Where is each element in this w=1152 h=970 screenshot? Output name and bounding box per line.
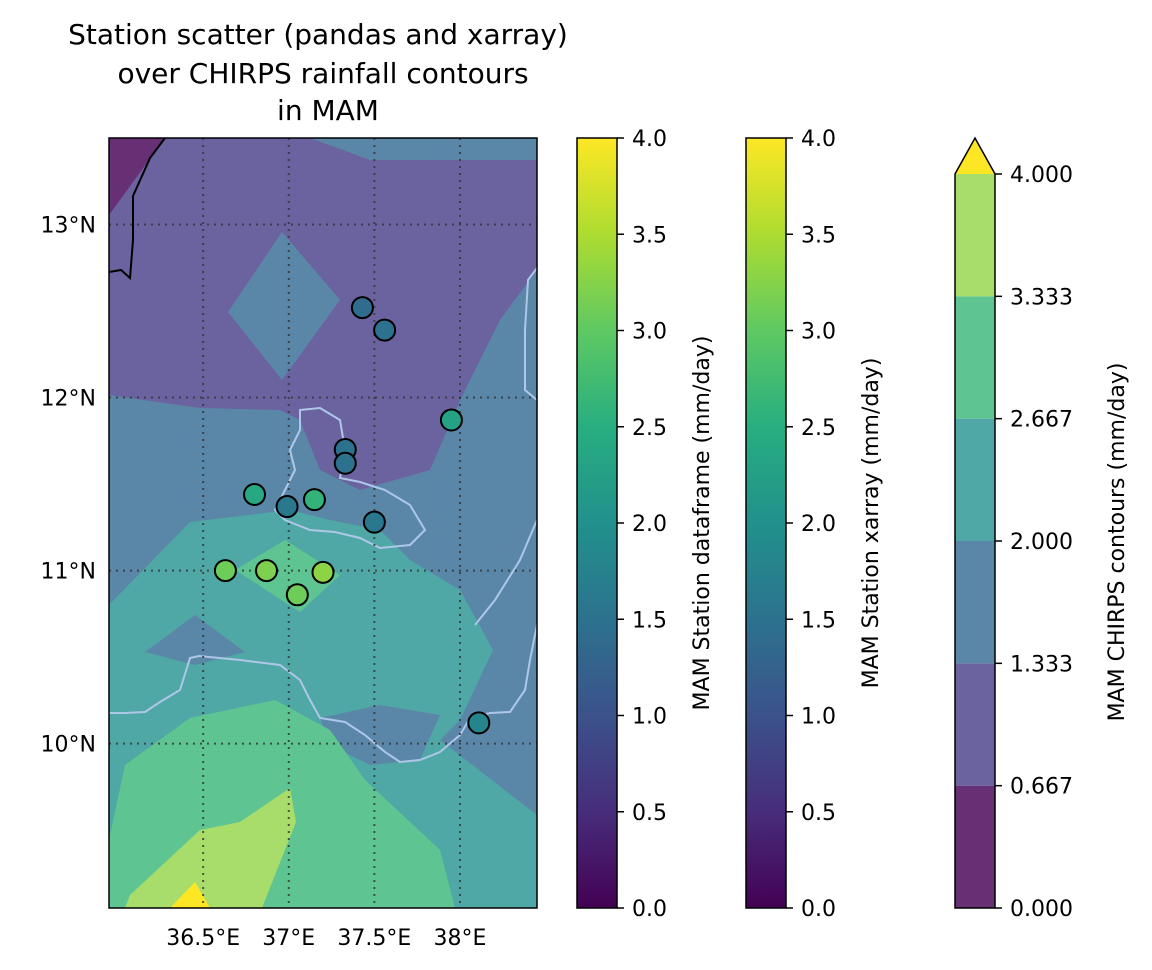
colorbar-3-extend-triangle <box>955 138 995 174</box>
colorbar-station-xarray: 0.0 0.5 1.0 1.5 2.0 2.5 3.0 3.5 4.0 MAM Station … <box>745 127 884 922</box>
contour-band-1333-2000 <box>145 615 245 665</box>
title-line-1: Station scatter (pandas and xarray) <box>68 18 568 51</box>
station-point <box>255 559 279 583</box>
colorbar-2-tick-label: 1.5 <box>801 608 836 633</box>
colorbar-1-bar <box>576 137 618 909</box>
colorbar-3-bands <box>954 136 996 909</box>
title-line-3: in MAM <box>277 94 379 127</box>
x-tick-label: 36.5°E <box>166 926 240 951</box>
colorbar-2-bar <box>745 137 787 909</box>
colorbar-3-tick-label: 2.667 <box>1010 408 1073 433</box>
station-point <box>243 482 267 506</box>
x-tick-labels: 36.5°E 37°E 37.5°E 38°E <box>166 926 486 951</box>
colorbar-3-tick-label: 4.000 <box>1010 163 1073 188</box>
title-line-2: over CHIRPS rainfall contours <box>117 57 528 90</box>
colorbar-1-tick-label: 4.0 <box>632 127 667 152</box>
colorbar-3-tick-label: 0.000 <box>1010 897 1073 922</box>
colorbar-2-ticks: 0.0 0.5 1.0 1.5 2.0 2.5 3.0 3.5 4.0 <box>786 127 836 922</box>
colorbar-3-label: MAM CHIRPS contours (mm/day) <box>1105 363 1130 722</box>
contour-band-3333-4000 <box>125 788 296 908</box>
station-point <box>285 583 309 607</box>
colorbar-3-tick-label: 1.333 <box>1010 652 1073 677</box>
colorbar-3-band <box>955 663 995 786</box>
y-tick-label: 10°N <box>41 733 96 758</box>
colorbar-1-tick-label: 0.0 <box>632 897 667 922</box>
colorbar-2-tick-label: 1.0 <box>801 705 836 730</box>
colorbar-3-band <box>955 785 995 908</box>
contour-band-above-4000 <box>170 882 210 908</box>
chart-title: Station scatter (pandas and xarray) over… <box>68 18 568 127</box>
colorbar-1-tick-label: 2.5 <box>632 416 667 441</box>
colorbar-station-dataframe: 0.0 0.5 1.0 1.5 2.0 2.5 3.0 3.5 4.0 MAM Station … <box>576 127 715 922</box>
x-tick-label: 38°E <box>434 926 487 951</box>
station-point <box>362 510 386 534</box>
colorbar-2-label: MAM Station xarray (mm/day) <box>859 358 884 689</box>
contour-band-2667-3333 <box>235 540 340 612</box>
station-point <box>311 560 335 584</box>
colorbar-2-tick-label: 3.5 <box>801 223 836 248</box>
colorbar-1-tick-label: 3.0 <box>632 320 667 345</box>
colorbar-2-tick-label: 3.0 <box>801 320 836 345</box>
station-point <box>350 296 374 320</box>
colorbar-2-tick-label: 0.0 <box>801 897 836 922</box>
contour-band-1333-2000 <box>228 232 340 380</box>
colorbar-3-ticks: 0.000 0.667 1.333 2.000 2.667 3.333 4.000 <box>995 163 1073 922</box>
colorbar-1-ticks: 0.0 0.5 1.0 1.5 2.0 2.5 3.0 3.5 4.0 <box>617 127 667 922</box>
station-point <box>439 408 463 432</box>
colorbar-1-label: MAM Station dataframe (mm/day) <box>690 336 715 711</box>
colorbar-1-tick-label: 1.0 <box>632 705 667 730</box>
colorbar-1-tick-label: 2.0 <box>632 512 667 537</box>
station-points <box>213 296 491 735</box>
station-point <box>467 711 491 735</box>
station-point <box>373 318 397 342</box>
colorbar-3-tick-label: 2.000 <box>1010 530 1073 555</box>
colorbar-chirps-contours: 0.000 0.667 1.333 2.000 2.667 3.333 4.000 MAM … <box>954 136 1130 922</box>
station-point <box>302 488 326 512</box>
colorbar-2-tick-label: 0.5 <box>801 801 836 826</box>
y-tick-labels: 10°N 11°N 12°N 13°N <box>41 214 96 758</box>
border-line <box>109 138 166 281</box>
colorbar-3-band <box>955 174 995 297</box>
colorbar-3-band <box>955 296 995 419</box>
y-tick-label: 11°N <box>41 560 96 585</box>
x-tick-label: 37°E <box>262 926 315 951</box>
colorbar-3-tick-label: 3.333 <box>1010 285 1073 310</box>
station-point <box>275 495 299 519</box>
chirps-contour-fill <box>109 138 537 908</box>
colorbar-1-tick-label: 0.5 <box>632 801 667 826</box>
colorbar-3-outline <box>954 136 996 909</box>
x-tick-label: 37.5°E <box>337 926 411 951</box>
colorbar-2-tick-label: 4.0 <box>801 127 836 152</box>
y-tick-label: 13°N <box>41 214 96 239</box>
station-point <box>213 559 237 583</box>
map-frame <box>108 137 538 909</box>
station-point <box>333 451 357 475</box>
contour-band-1333-2000 <box>320 705 440 765</box>
colorbar-2-tick-label: 2.0 <box>801 512 836 537</box>
colorbar-1-tick-label: 1.5 <box>632 608 667 633</box>
map-panel: 36.5°E 37°E 37.5°E 38°E 10°N 11°N 12°N 13°N <box>41 137 538 951</box>
y-tick-label: 12°N <box>41 387 96 412</box>
colorbar-3-band <box>955 541 995 664</box>
colorbar-2-tick-label: 2.5 <box>801 416 836 441</box>
colorbar-3-tick-label: 0.667 <box>1010 775 1073 800</box>
contour-band-1333-2000 <box>310 138 537 160</box>
colorbar-3-band <box>955 418 995 541</box>
colorbar-1-tick-label: 3.5 <box>632 223 667 248</box>
